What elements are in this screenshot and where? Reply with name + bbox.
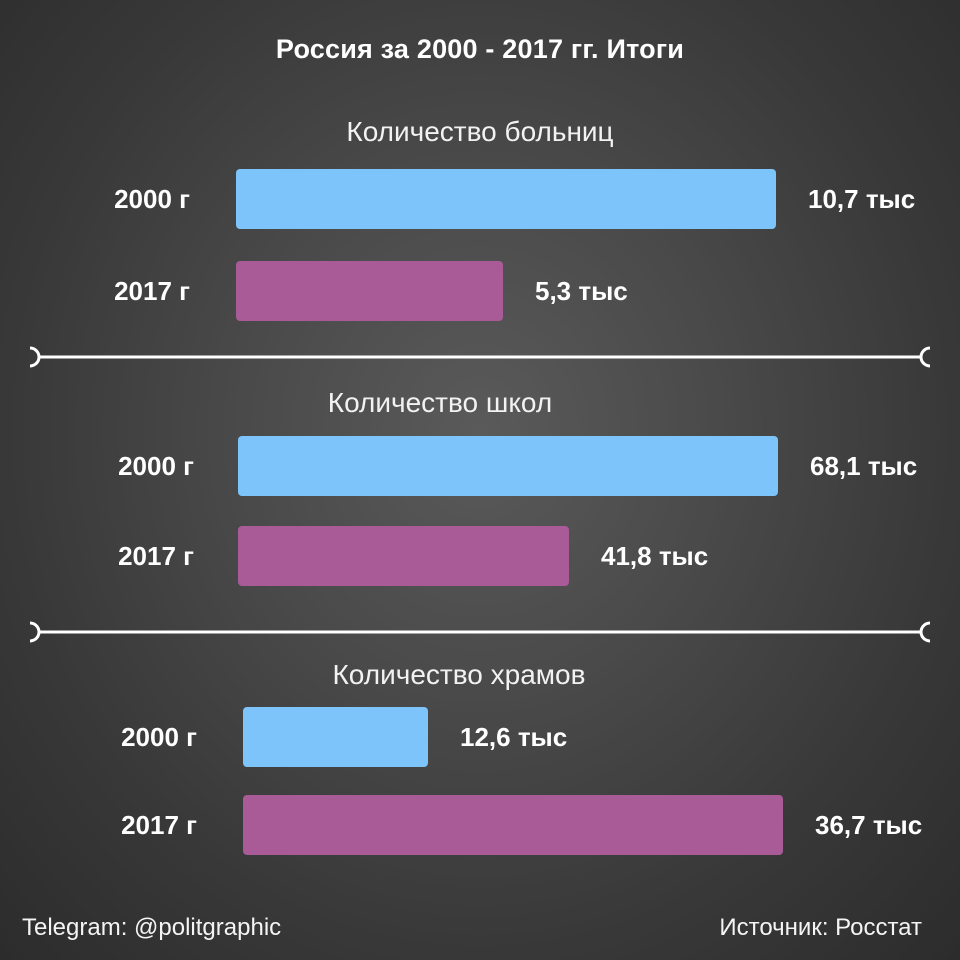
divider-cap-right (919, 346, 931, 368)
chart-title: Россия за 2000 - 2017 гг. Итоги (275, 34, 685, 64)
value-label: 5,3 тыс (535, 276, 628, 306)
year-label: 2017 г (118, 541, 194, 571)
bar-2017 (236, 261, 503, 321)
year-label: 2017 г (114, 276, 190, 306)
section-divider (29, 346, 931, 368)
section-title: Количество школ (328, 387, 552, 418)
bar-2000 (238, 436, 778, 496)
divider-cap-left (29, 346, 41, 368)
source-credit: Источник: Росстат (719, 914, 922, 941)
section-title: Количество больниц (346, 116, 613, 147)
value-label: 36,7 тыс (815, 810, 922, 840)
year-label: 2000 г (121, 722, 197, 752)
section-divider (29, 621, 931, 643)
value-label: 41,8 тыс (601, 541, 708, 571)
year-label: 2017 г (121, 810, 197, 840)
bar-2000 (243, 707, 428, 767)
bar-2000 (236, 169, 776, 229)
divider-cap-right (919, 621, 931, 643)
bar-2017 (243, 795, 783, 855)
telegram-credit: Telegram: @politgraphic (22, 914, 282, 941)
divider-cap-left (29, 621, 41, 643)
value-label: 12,6 тыс (460, 722, 567, 752)
year-label: 2000 г (114, 184, 190, 214)
value-label: 68,1 тыс (810, 451, 917, 481)
value-label: 10,7 тыс (808, 184, 915, 214)
year-label: 2000 г (118, 451, 194, 481)
bar-2017 (238, 526, 569, 586)
section-title: Количество храмов (333, 659, 586, 690)
